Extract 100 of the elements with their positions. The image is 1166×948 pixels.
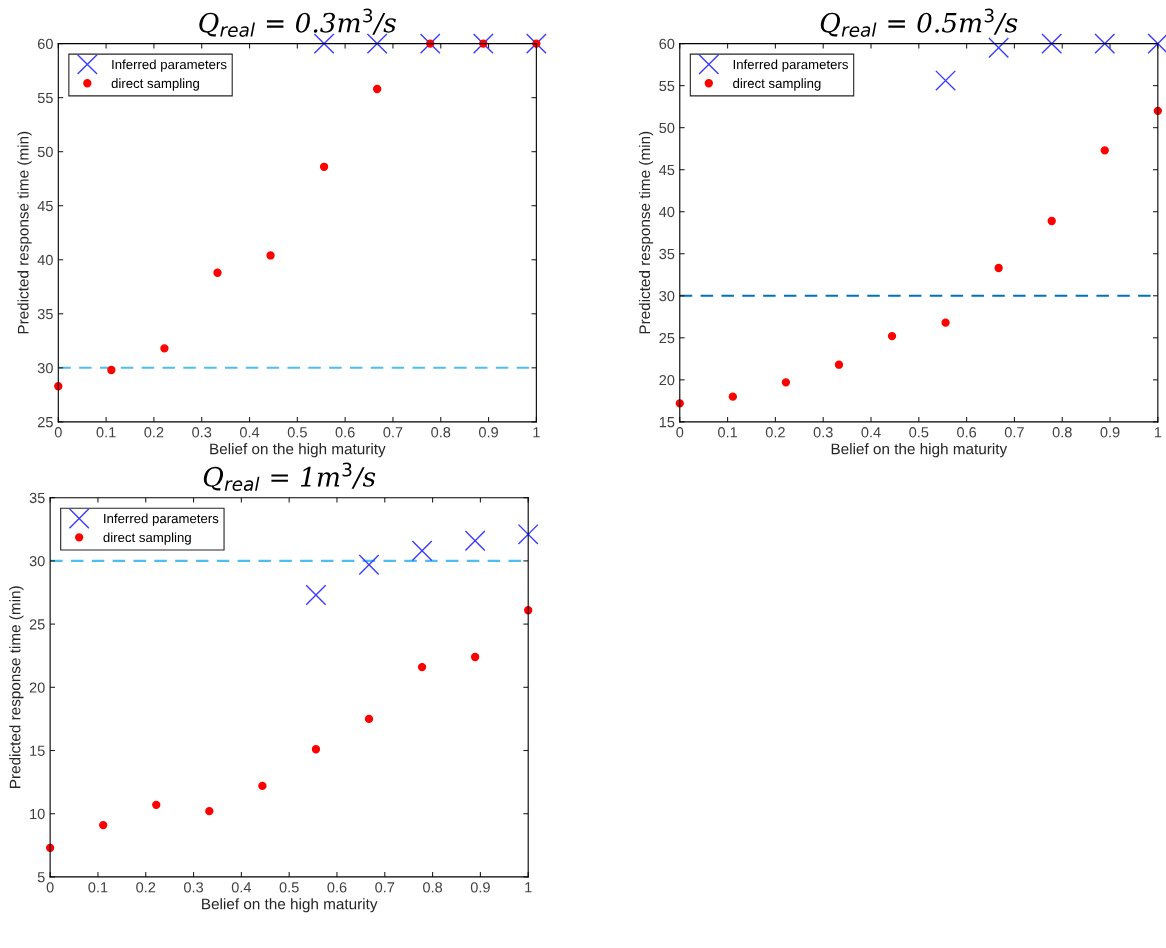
x-tick-label: 0.4 (231, 882, 252, 893)
legend-label: Inferred parameters (104, 513, 219, 526)
point (213, 268, 222, 277)
legend-label: Inferred parameters (112, 59, 227, 72)
y-tick-label: 55 (659, 80, 675, 92)
x-tick-label: 0 (54, 427, 62, 438)
x-tick-label: 0.2 (765, 427, 785, 438)
y-axis-title: Predicted response time (min) (9, 586, 24, 788)
legend-label: direct sampling (733, 78, 821, 91)
point (311, 745, 321, 754)
x-tick-label: 0.9 (1100, 427, 1120, 438)
x-tick-label: 0.5 (279, 882, 299, 893)
x-tick-label: 0.8 (423, 882, 443, 893)
point (935, 70, 956, 92)
x-tick-label: 0.3 (183, 882, 204, 893)
chart-title: Q$_{real}$ = 0.5m$^{3}$/s (820, 8, 1018, 37)
point (358, 554, 380, 576)
chart-title: Q$_{real}$ = 0.3m$^{3}$/s (199, 8, 396, 37)
x-tick-label: 0.6 (327, 882, 347, 893)
x-tick-label: 0.6 (335, 427, 355, 438)
point (728, 392, 738, 401)
x-tick-label: 0 (676, 427, 684, 438)
x-axis-title: Belief on the high maturity (202, 898, 378, 913)
y-tick-label: 20 (29, 682, 45, 693)
x-tick-label: 0.3 (813, 427, 833, 438)
point (411, 540, 433, 562)
x-tick-label: 0.9 (478, 427, 498, 438)
y-tick-label: 60 (659, 38, 675, 50)
point (366, 33, 388, 55)
y-tick-label: 30 (29, 556, 45, 567)
y-tick-label: 45 (37, 200, 53, 212)
y-tick-label: 50 (659, 122, 675, 134)
y-tick-label: 50 (37, 146, 53, 158)
point (99, 820, 108, 830)
legend-label: direct sampling (111, 78, 199, 91)
point (941, 318, 950, 327)
x-tick-label: 0.9 (470, 882, 490, 893)
y-tick-label: 45 (659, 164, 675, 176)
y-tick-label: 15 (30, 745, 45, 756)
y-tick-label: 25 (37, 416, 53, 428)
y-tick-label: 35 (659, 248, 675, 260)
legend-label: direct sampling (103, 532, 191, 545)
x-tick-label: 0.4 (861, 427, 881, 438)
y-tick-label: 60 (37, 38, 53, 50)
point (517, 523, 539, 545)
legend-label: Inferred parameters (733, 59, 848, 72)
y-axis-title: Predicted response time (min) (17, 131, 32, 334)
x-tick-label: 0.7 (383, 427, 403, 438)
y-tick-label: 30 (659, 290, 675, 302)
x-axis-title: Belief on the high maturity (210, 443, 386, 458)
point (525, 33, 547, 55)
point (417, 662, 427, 672)
x-tick-label: 1 (1154, 427, 1162, 438)
y-tick-label: 25 (659, 332, 675, 344)
point (160, 344, 169, 353)
x-tick-label: 0.6 (957, 427, 977, 438)
point (372, 84, 382, 94)
point (313, 33, 335, 55)
x-tick-label: 1 (533, 427, 540, 438)
y-tick-label: 5 (37, 872, 45, 883)
point (419, 33, 441, 55)
x-tick-label: 0.7 (375, 882, 395, 893)
point (472, 33, 494, 55)
x-tick-label: 0 (46, 882, 54, 893)
point (781, 378, 791, 387)
x-tick-label: 1 (525, 882, 532, 893)
x-tick-label: 0.8 (1052, 427, 1072, 438)
point (1100, 146, 1109, 155)
point (1094, 33, 1116, 55)
x-tick-label: 0.4 (239, 427, 260, 438)
y-tick-label: 10 (30, 808, 45, 820)
y-tick-label: 55 (37, 92, 53, 104)
point (988, 37, 1010, 59)
y-tick-label: 20 (659, 374, 675, 386)
point (994, 263, 1003, 273)
point (834, 360, 844, 369)
x-tick-label: 0.1 (718, 427, 738, 438)
y-tick-label: 40 (659, 206, 675, 218)
point (1047, 216, 1056, 226)
point (305, 584, 327, 606)
y-tick-label: 35 (29, 492, 45, 504)
point (205, 807, 214, 816)
y-tick-label: 40 (37, 254, 53, 266)
point (319, 162, 329, 171)
x-tick-label: 0.2 (144, 427, 164, 438)
x-tick-label: 0.2 (136, 882, 156, 893)
y-tick-label: 25 (29, 619, 45, 630)
x-tick-label: 0.1 (88, 882, 108, 893)
x-tick-label: 0.7 (1004, 427, 1024, 438)
point (887, 331, 897, 341)
y-tick-label: 15 (659, 417, 675, 428)
y-tick-label: 30 (37, 362, 53, 374)
point (107, 365, 116, 375)
x-axis-title: Belief on the high maturity (831, 443, 1008, 458)
point (258, 781, 267, 791)
x-tick-label: 0.5 (287, 427, 307, 438)
y-axis-title: Predicted response time (min) (638, 131, 654, 334)
point (470, 652, 480, 662)
point (364, 714, 374, 724)
x-tick-label: 0.1 (96, 427, 116, 438)
